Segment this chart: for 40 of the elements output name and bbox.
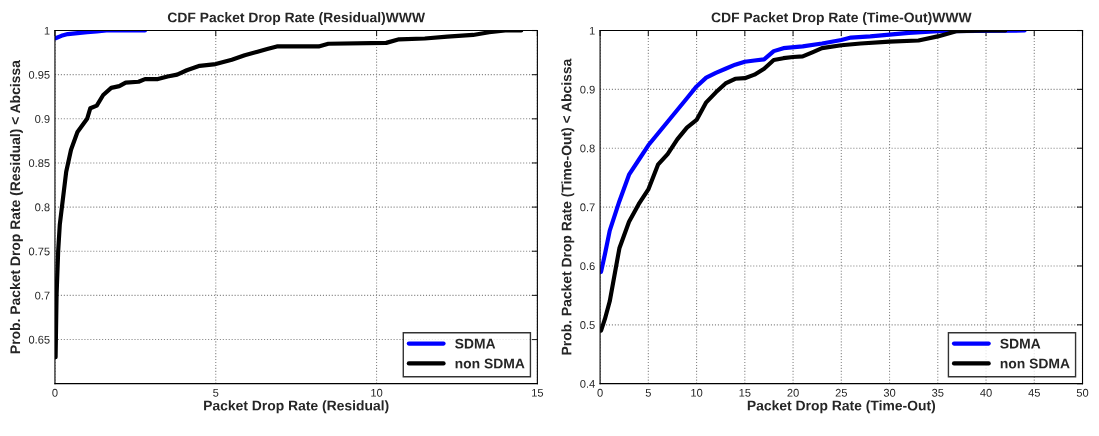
y-tick-label: 0.7 xyxy=(580,203,595,212)
y-tick-label: 0.8 xyxy=(580,144,595,153)
chart-title: CDF Packet Drop Rate (Time-Out)WWW xyxy=(711,12,972,26)
y-axis-title: Prob. Packet Drop Rate (Residual) < Abcissa xyxy=(9,60,23,354)
x-tick-label: 10 xyxy=(691,388,703,397)
legend-label: non SDMA xyxy=(1000,358,1070,369)
y-tick-label: 1 xyxy=(44,26,50,35)
x-tick-label: 40 xyxy=(980,388,992,397)
y-tick-label: 0.6 xyxy=(580,262,595,271)
x-tick-label: 5 xyxy=(213,388,219,397)
y-tick-label: 0.8 xyxy=(35,203,50,212)
y-tick-label: 1 xyxy=(589,26,595,35)
y-tick-label: 0.4 xyxy=(580,379,595,388)
x-tick-label: 50 xyxy=(1076,388,1089,397)
x-axis-title: Packet Drop Rate (Residual) xyxy=(204,400,389,414)
y-tick-label: 0.5 xyxy=(580,321,595,329)
y-axis-title: Prob. Packet Drop Rate (Time-Out) < Abcissa xyxy=(561,58,575,355)
y-tick-label: 0.65 xyxy=(28,335,50,344)
y-tick-label: 0.95 xyxy=(28,70,50,79)
legend-label: SDMA xyxy=(455,338,496,349)
x-tick-label: 15 xyxy=(739,388,751,397)
y-tick-label: 0.75 xyxy=(28,247,50,256)
x-tick-label: 10 xyxy=(371,388,383,397)
y-tick-label: 0.85 xyxy=(28,159,50,168)
x-tick-label: 20 xyxy=(787,388,799,397)
x-tick-label: 25 xyxy=(835,388,848,397)
x-tick-label: 5 xyxy=(645,388,651,397)
x-tick-label: 0 xyxy=(597,388,603,397)
y-tick-label: 0.9 xyxy=(35,115,50,123)
legend-label: SDMA xyxy=(1000,338,1041,349)
legend-label: non SDMA xyxy=(455,358,525,369)
x-tick-label: 0 xyxy=(52,388,58,397)
y-tick-label: 0.9 xyxy=(580,85,595,94)
x-tick-label: 45 xyxy=(1028,388,1040,397)
x-axis-title: Packet Drop Rate (Time-Out) xyxy=(747,400,936,414)
x-tick-label: 30 xyxy=(883,388,896,397)
x-tick-label: 15 xyxy=(532,388,544,397)
chart-title: CDF Packet Drop Rate (Residual)WWW xyxy=(167,12,426,26)
x-tick-label: 35 xyxy=(932,388,944,397)
y-tick-label: 0.7 xyxy=(35,291,50,300)
